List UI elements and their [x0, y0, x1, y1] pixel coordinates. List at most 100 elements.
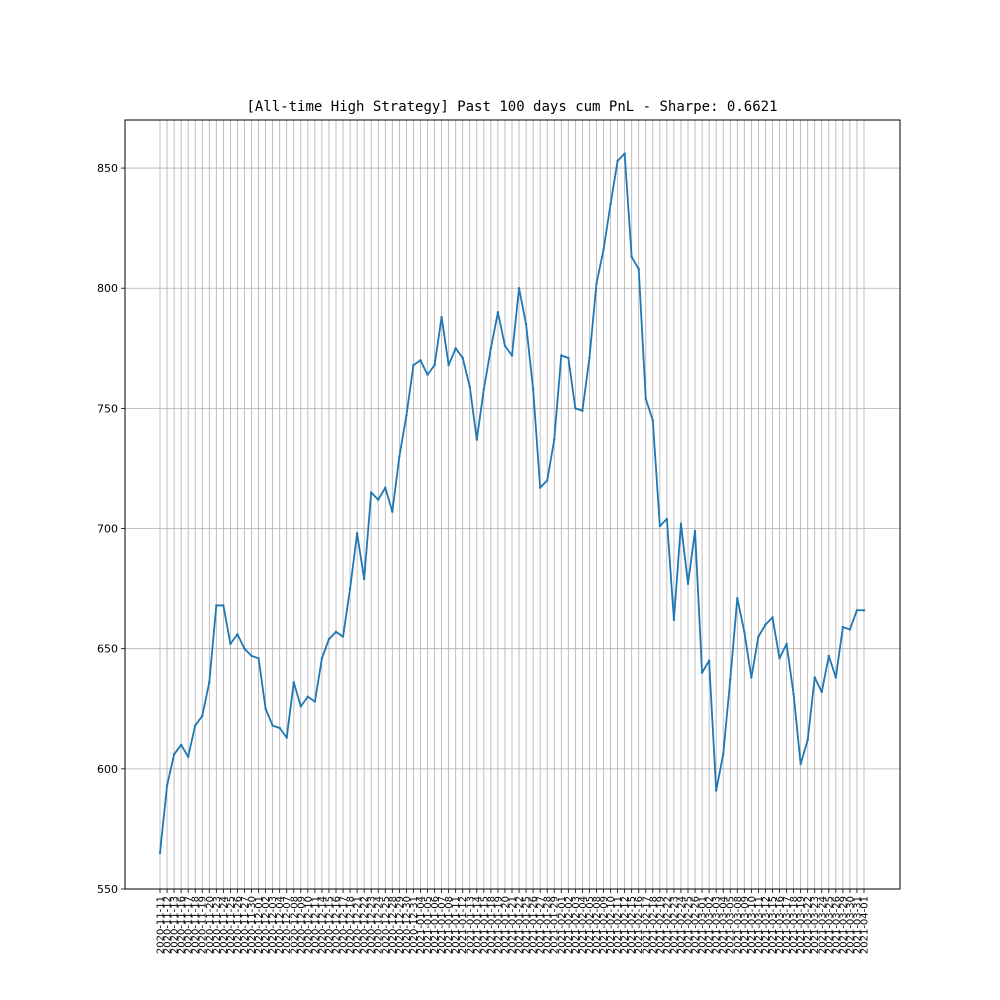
data-point: [462, 357, 464, 359]
data-point: [293, 681, 295, 683]
data-point: [806, 739, 808, 741]
data-point: [229, 643, 231, 645]
data-point: [194, 724, 196, 726]
data-point: [856, 609, 858, 611]
data-point: [398, 455, 400, 457]
data-point: [321, 657, 323, 659]
data-point: [173, 753, 175, 755]
data-point: [208, 681, 210, 683]
data-point: [518, 287, 520, 289]
data-point: [799, 763, 801, 765]
data-point: [785, 643, 787, 645]
data-point: [630, 256, 632, 258]
data-point: [454, 347, 456, 349]
data-point: [335, 631, 337, 633]
data-point: [581, 410, 583, 412]
data-point: [588, 357, 590, 359]
data-point: [680, 523, 682, 525]
data-point: [286, 736, 288, 738]
data-point: [328, 638, 330, 640]
data-point: [687, 583, 689, 585]
data-point: [497, 311, 499, 313]
data-point: [821, 691, 823, 693]
data-point: [349, 587, 351, 589]
data-point: [602, 249, 604, 251]
data-point: [708, 660, 710, 662]
data-point: [814, 676, 816, 678]
x-axis: 2020-11-112020-11-122020-11-132020-11-16…: [156, 889, 871, 954]
data-point: [440, 316, 442, 318]
plot-frame: [125, 120, 900, 889]
data-point: [391, 511, 393, 513]
data-point: [426, 374, 428, 376]
data-point: [736, 597, 738, 599]
data-point: [243, 647, 245, 649]
data-point: [412, 364, 414, 366]
data-point: [222, 604, 224, 606]
data-point: [652, 419, 654, 421]
data-point: [842, 626, 844, 628]
data-point: [595, 282, 597, 284]
data-point: [342, 635, 344, 637]
data-point: [694, 530, 696, 532]
y-tick-label: 550: [97, 883, 118, 896]
data-point: [166, 784, 168, 786]
data-point: [771, 616, 773, 618]
data-point: [828, 655, 830, 657]
data-point: [271, 724, 273, 726]
data-point: [257, 657, 259, 659]
data-point: [553, 438, 555, 440]
data-point: [849, 628, 851, 630]
y-gridlines: [125, 168, 900, 889]
data-point: [419, 359, 421, 361]
data-point: [623, 152, 625, 154]
data-point: [250, 655, 252, 657]
data-point: [180, 744, 182, 746]
data-point: [236, 633, 238, 635]
data-point: [863, 609, 865, 611]
data-point: [370, 491, 372, 493]
data-point: [300, 705, 302, 707]
y-tick-label: 750: [97, 402, 118, 415]
data-point: [835, 676, 837, 678]
chart-title: [All-time High Strategy] Past 100 days c…: [246, 99, 777, 115]
data-point: [666, 518, 668, 520]
data-point: [778, 657, 780, 659]
data-point: [433, 364, 435, 366]
data-point: [609, 203, 611, 205]
data-point: [659, 525, 661, 527]
data-point: [201, 715, 203, 717]
data-point: [757, 635, 759, 637]
data-point: [377, 498, 379, 500]
data-point: [405, 414, 407, 416]
y-tick-label: 600: [97, 763, 118, 776]
data-point: [187, 756, 189, 758]
data-point: [715, 789, 717, 791]
x-gridlines: [160, 120, 864, 889]
data-point: [532, 388, 534, 390]
data-point: [363, 578, 365, 580]
data-point: [447, 364, 449, 366]
data-point: [215, 604, 217, 606]
x-tick-label: 2021-04-01: [860, 896, 871, 954]
data-point: [750, 676, 752, 678]
data-point: [701, 672, 703, 674]
data-point: [792, 693, 794, 695]
y-tick-label: 800: [97, 282, 118, 295]
data-point: [356, 532, 358, 534]
data-point: [384, 486, 386, 488]
y-tick-label: 700: [97, 523, 118, 536]
data-point: [525, 323, 527, 325]
data-point: [638, 268, 640, 270]
data-point: [546, 479, 548, 481]
data-point: [729, 679, 731, 681]
data-point: [504, 345, 506, 347]
data-point: [560, 354, 562, 356]
data-point: [567, 357, 569, 359]
data-point: [483, 388, 485, 390]
y-axis: 550 600 650 700 750 800 850: [97, 162, 125, 896]
data-point: [159, 852, 161, 854]
data-point: [722, 753, 724, 755]
data-point: [539, 486, 541, 488]
